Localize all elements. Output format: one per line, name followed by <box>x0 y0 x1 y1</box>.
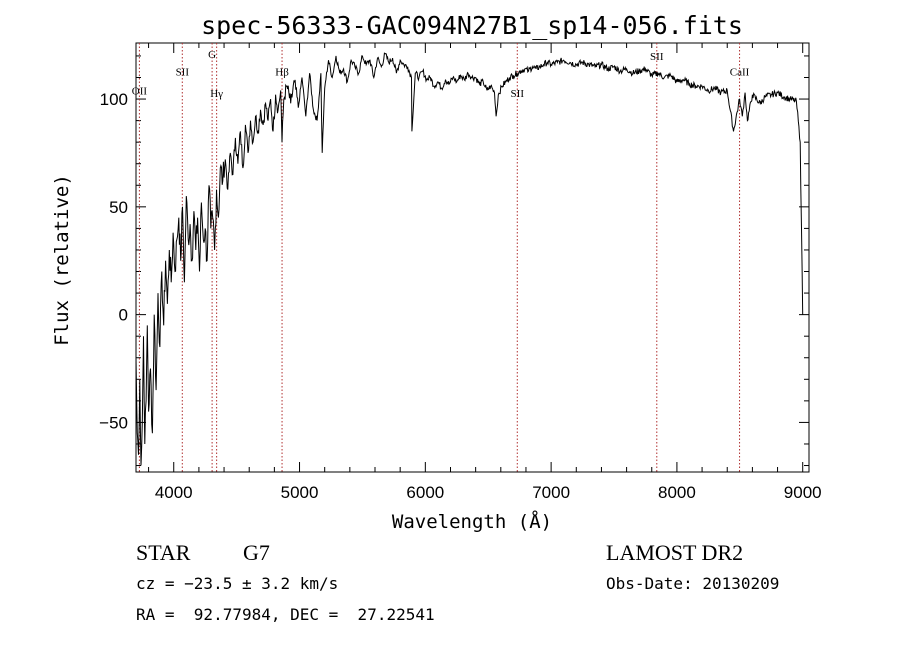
object-type: STAR <box>136 540 191 565</box>
line-marker-label: SII <box>650 51 664 63</box>
axis-ticks: 4000 5000 6000 7000 8000 9000 −50 0 50 100 <box>99 43 822 502</box>
x-tick-label: 9000 <box>784 483 822 502</box>
x-tick-label: 6000 <box>406 483 444 502</box>
y-tick-label: 50 <box>109 198 128 217</box>
coordinates: RA = 92.77984, DEC = 27.22541 <box>136 605 435 624</box>
line-marker-label: Hβ <box>275 66 289 78</box>
line-marker-label: SII <box>511 88 525 100</box>
x-tick-label: 4000 <box>155 483 193 502</box>
y-tick-label: 0 <box>119 306 128 325</box>
line-marker-label: OII <box>132 86 148 98</box>
spectral-line-markers: OII SII G Hγ Hβ SII SII CaII <box>132 43 750 472</box>
subclass: G7 <box>243 540 270 565</box>
redshift-info: cz = −23.5 ± 3.2 km/s <box>136 574 338 593</box>
line-marker-label: G <box>208 49 216 61</box>
obs-date: Obs-Date: 20130209 <box>606 574 779 593</box>
chart-title: spec-56333-GAC094N27B1_sp14-056.fits <box>201 11 743 40</box>
y-axis-label: Flux (relative) <box>51 174 73 346</box>
line-marker-label: CaII <box>730 66 750 78</box>
line-marker-label: SII <box>176 66 190 78</box>
plot-frame <box>135 42 810 473</box>
x-axis-label: Wavelength (Å) <box>392 510 552 533</box>
y-tick-label: −50 <box>99 413 128 432</box>
survey-name: LAMOST DR2 <box>606 540 743 565</box>
x-tick-label: 5000 <box>281 483 319 502</box>
line-marker-label: Hγ <box>210 88 223 100</box>
x-tick-label: 7000 <box>532 483 570 502</box>
y-tick-label: 100 <box>100 90 128 109</box>
series-line <box>135 52 804 466</box>
x-tick-label: 8000 <box>658 483 696 502</box>
